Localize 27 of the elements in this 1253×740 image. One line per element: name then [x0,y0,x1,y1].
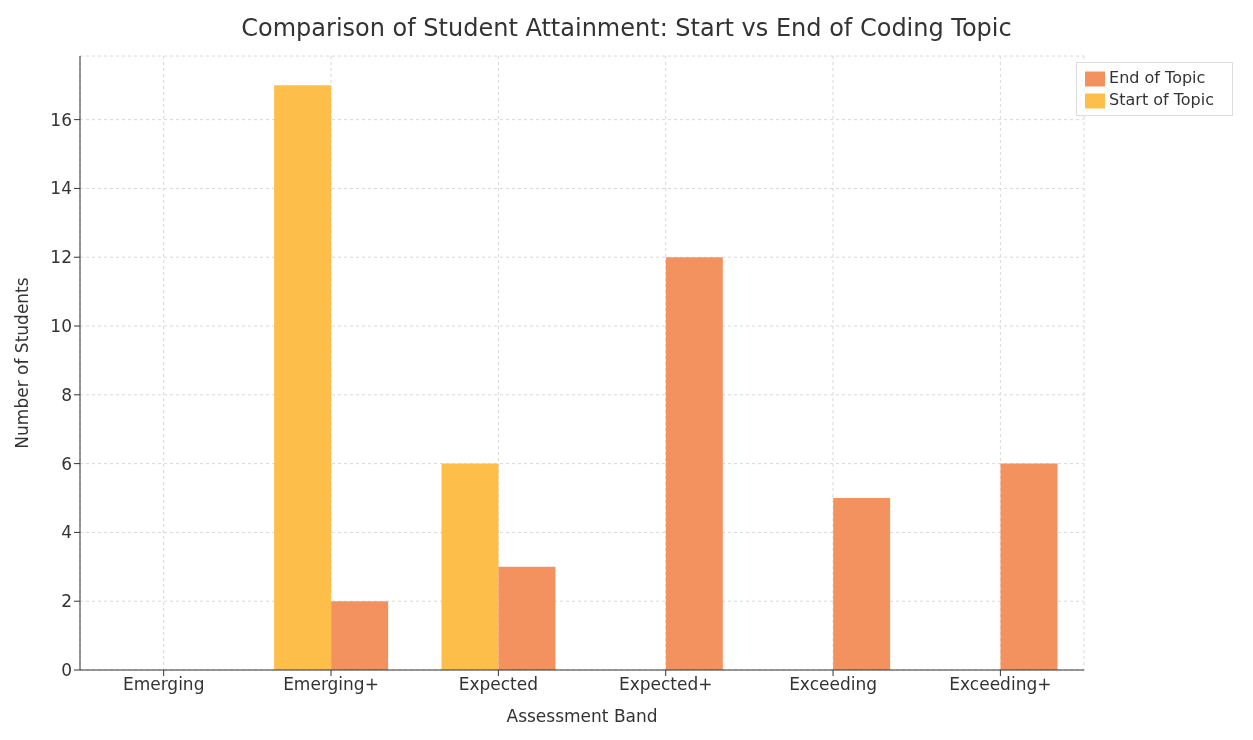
y-tick-label: 8 [61,384,72,405]
bar [274,85,332,670]
x-tick-label: Exceeding [789,674,877,695]
legend-label: Start of Topic [1109,90,1214,109]
bar [331,601,389,670]
x-axis-title: Assessment Band [506,706,658,726]
x-tick-label: Expected+ [618,674,713,695]
y-axis-title: Number of Students [12,277,33,449]
y-tick-label: 0 [61,660,72,681]
x-tick-label: Emerging+ [283,674,379,695]
y-tick-label: 2 [61,591,72,612]
bar [1000,463,1058,670]
chart-title: Comparison of Student Attainment: Start vs End of Coding Topic [240,13,1013,44]
x-tick-label: Expected [458,674,539,695]
bar [665,257,723,670]
y-tick-label: 12 [50,247,72,268]
bar [833,498,891,670]
legend-label: End of Topic [1109,68,1206,87]
y-tick-label: 6 [61,453,72,474]
y-tick-label: 10 [50,316,72,337]
y-tick-label: 4 [61,522,72,543]
bar [441,463,499,670]
bar [498,566,556,670]
x-tick-label: Exceeding+ [949,674,1052,695]
x-tick-label: Emerging [122,674,205,695]
y-tick-label: 14 [50,178,72,199]
y-tick-label: 16 [50,109,72,130]
